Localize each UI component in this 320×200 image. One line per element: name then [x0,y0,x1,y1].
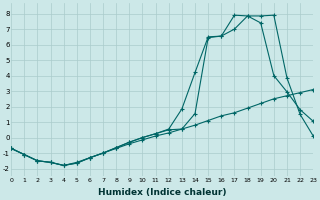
X-axis label: Humidex (Indice chaleur): Humidex (Indice chaleur) [98,188,227,197]
